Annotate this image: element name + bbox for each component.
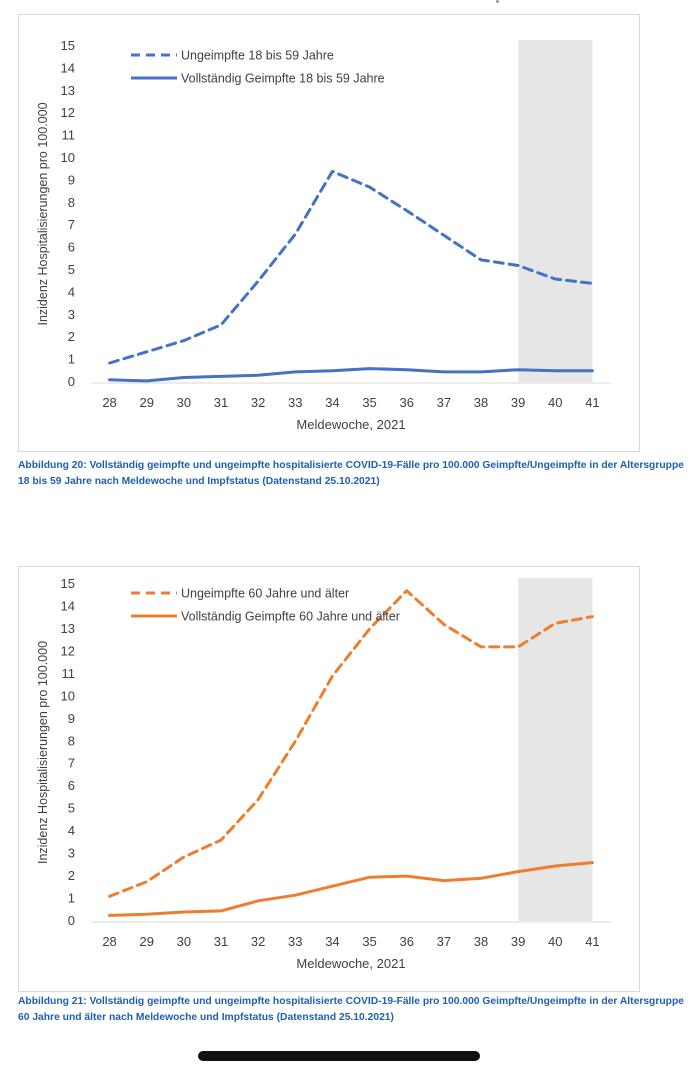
x-tick-label: 28 (102, 934, 116, 949)
y-tick-label: 15 (61, 576, 75, 591)
y-tick-label: 7 (68, 756, 75, 771)
legend-label-1: Ungeimpfte 18 bis 59 Jahre (181, 49, 334, 63)
y-tick-label: 14 (61, 598, 75, 613)
x-tick-label: 39 (511, 934, 525, 949)
x-tick-label: 32 (251, 395, 265, 410)
series-line-1 (108, 169, 594, 365)
x-tick-label: 29 (139, 934, 153, 949)
chart-frame-2: 0 1 2 3 4 5 6 7 8 9 10 11 12 13 14 15 28 29 30 31 32 33 34 35 36… (18, 566, 640, 992)
y-tick-label: 3 (68, 307, 75, 322)
y-tick-label: 11 (62, 666, 76, 681)
x-tick-label: 30 (177, 934, 191, 949)
series-line-2 (108, 861, 594, 917)
x-tick-label: 41 (585, 395, 599, 410)
x-axis-title: Meldewoche, 2021 (296, 417, 405, 432)
y-tick-label: 12 (61, 105, 75, 120)
x-tick-label: 40 (548, 395, 562, 410)
y-axis-title: Inzidenz Hospitalisierungen pro 100.000 (36, 641, 50, 864)
x-tick-label: 36 (399, 395, 413, 410)
home-indicator[interactable] (198, 1051, 480, 1061)
y-tick-label: 14 (61, 60, 75, 75)
y-tick-label: 3 (68, 846, 75, 861)
x-tick-label: 35 (362, 934, 376, 949)
caption-figure-20: Abbildung 20: Vollständig geimpfte und u… (18, 460, 684, 487)
y-tick-label: 10 (61, 150, 75, 165)
x-axis-title: Meldewoche, 2021 (296, 956, 405, 971)
series-line-2 (108, 367, 594, 383)
y-tick-label: 1 (68, 891, 75, 906)
x-tick-label: 30 (177, 395, 191, 410)
x-tick-label: 32 (251, 934, 265, 949)
y-tick-label: 8 (68, 733, 75, 748)
legend-label-2: Vollständig Geimpfte 60 Jahre und älter (181, 610, 400, 624)
y-tick-label: 2 (68, 868, 75, 883)
y-tick-label: 11 (62, 128, 76, 143)
y-tick-label: 8 (68, 195, 75, 210)
y-tick-label: 12 (61, 643, 75, 658)
y-tick-label: 6 (68, 240, 75, 255)
x-tick-label: 39 (511, 395, 525, 410)
x-tick-label: 37 (437, 934, 451, 949)
x-tick-label: 31 (214, 934, 228, 949)
y-tick-label: 9 (68, 172, 75, 187)
chart-frame-1: 0 1 2 3 4 5 6 7 8 9 10 11 12 13 14 15 28 29 30 31 32 33 34 35 36… (18, 14, 640, 452)
y-tick-label: 13 (61, 621, 75, 636)
series-line-1 (108, 589, 594, 898)
y-tick-label: 5 (68, 262, 75, 277)
status-indicator (496, 0, 499, 3)
caption-figure-21: Abbildung 21: Vollständig geimpfte und u… (18, 996, 684, 1023)
x-tick-label: 28 (102, 395, 116, 410)
x-tick-label: 37 (437, 395, 451, 410)
y-tick-label: 4 (68, 823, 75, 838)
y-tick-label: 6 (68, 778, 75, 793)
y-tick-label: 5 (68, 801, 75, 816)
x-tick-label: 34 (325, 395, 339, 410)
y-tick-label: 0 (68, 913, 75, 928)
x-tick-label: 38 (474, 395, 488, 410)
x-tick-label: 33 (288, 395, 302, 410)
y-axis-title: Inzidenz Hospitalisierungen pro 100.000 (36, 102, 50, 325)
x-tick-label: 41 (585, 934, 599, 949)
x-tick-label: 38 (474, 934, 488, 949)
x-tick-label: 31 (214, 395, 228, 410)
x-tick-label: 35 (362, 395, 376, 410)
y-tick-label: 9 (68, 711, 75, 726)
y-tick-label: 4 (68, 284, 75, 299)
legend-label-1: Ungeimpfte 60 Jahre und älter (181, 587, 349, 601)
x-tick-label: 34 (325, 934, 339, 949)
y-tick-label: 13 (61, 83, 75, 98)
y-tick-label: 7 (68, 217, 75, 232)
y-tick-label: 15 (61, 38, 75, 53)
x-tick-label: 33 (288, 934, 302, 949)
y-tick-label: 1 (68, 352, 75, 367)
x-tick-label: 40 (548, 934, 562, 949)
y-tick-label: 0 (68, 374, 75, 389)
y-tick-label: 2 (68, 329, 75, 344)
x-tick-label: 36 (399, 934, 413, 949)
legend-label-2: Vollständig Geimpfte 18 bis 59 Jahre (181, 72, 385, 86)
x-tick-label: 29 (139, 395, 153, 410)
y-tick-label: 10 (61, 688, 75, 703)
shaded-region (518, 40, 593, 382)
